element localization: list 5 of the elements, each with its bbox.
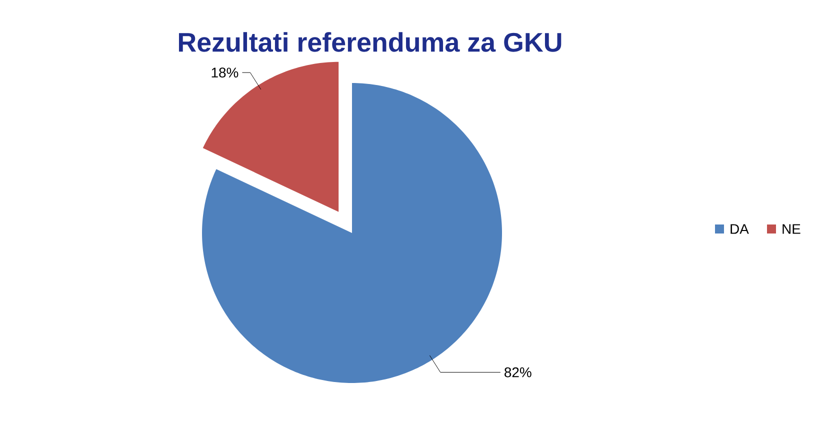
data-label: 18% <box>212 68 238 78</box>
chart-title: Rezultati referenduma za GKU <box>178 32 562 52</box>
legend-label: DA <box>730 224 749 234</box>
legend-label: NE <box>782 224 800 234</box>
data-label: 82% <box>504 367 532 378</box>
